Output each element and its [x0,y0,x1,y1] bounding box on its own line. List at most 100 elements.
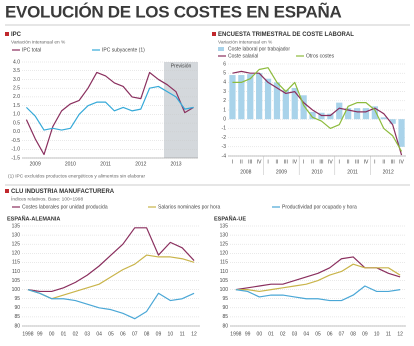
legend-label: IPC subyacente (1) [102,47,145,53]
bar [282,89,289,120]
y-tick-label: -4 [222,153,227,159]
y-tick-label: 85 [222,314,228,320]
y-tick-label: 2.5 [13,86,20,92]
series-line [235,263,401,293]
x-tick-label: 04 [96,331,102,337]
x-tick-label: 09 [362,331,368,337]
bar [336,102,343,120]
x-tick-label: II [382,159,385,165]
panel-title: ESPAÑA-UE [214,215,246,222]
x-tick-label: 2011 [100,161,111,167]
y-tick-label: 3.0 [13,77,20,83]
x-tick-label: 10 [168,331,174,337]
x-tick-label: 2010 [65,161,76,167]
x-tick-label: 02 [73,331,79,337]
x-tick-label: IV [257,159,262,165]
y-tick-label: 6 [223,61,226,67]
x-tick-label: 05 [315,331,321,337]
y-tick-label: 135 [12,223,21,229]
y-tick-label: 2.0 [13,94,20,100]
y-tick-label: 0.5 [13,120,20,126]
bar [371,106,378,120]
y-tick-label: 105 [220,278,229,284]
bar [247,74,254,120]
x-tick-label: II [240,159,243,165]
y-tick-label: 0.0 [13,129,20,135]
x-tick-label: 06 [120,331,126,337]
x-tick-label: I [232,159,233,165]
x-tick-label: II [276,159,279,165]
y-tick-label: 130 [12,232,21,238]
forecast-band [164,62,198,158]
x-tick-label: III [391,159,395,165]
y-tick-label: 90 [222,305,228,311]
y-tick-label: 80 [14,323,20,329]
y-tick-label: 0 [223,117,226,123]
bar [327,113,334,120]
footnote: (1) IPC excluidos productos energéticos … [8,173,145,179]
x-tick-label: I [374,159,375,165]
legend-label: IPC total [22,47,41,53]
x-tick-label: 11 [386,331,391,337]
x-tick-label: II [311,159,314,165]
y-tick-label: -0.5 [11,138,20,144]
x-tick-label: 2013 [170,161,181,167]
x-tick-label: 1998 [230,331,241,337]
y-tick-label: 80 [222,323,228,329]
legend-label: Productividad por ocupado y hora [282,204,357,210]
y-tick-label: 125 [220,242,229,248]
x-tick-label: III [319,159,323,165]
y-tick-label: 4 [223,80,226,86]
x-tick-label: 00 [257,331,263,337]
bar [398,119,405,147]
chart-title: IPC [11,32,22,38]
title-marker [5,189,9,193]
x-tick-label: III [284,159,288,165]
x-tick-label: 05 [108,331,114,337]
x-tick-label: 06 [327,331,333,337]
legend-swatch [218,47,224,51]
bar [256,73,263,120]
year-label: 2011 [347,169,358,175]
bar [345,108,352,120]
y-tick-label: 3 [223,89,226,95]
bar [264,78,272,120]
x-tick-label: III [248,159,252,165]
chart-title: ENCUESTA TRIMESTRAL DE COSTE LABORAL [218,32,354,38]
chart-title: CLU INDUSTRIA MANUFACTURERA [11,189,115,195]
y-tick-label: 100 [220,287,229,293]
legend-label: Coste laboral por trabajador [228,46,290,52]
bar [389,119,396,124]
y-tick-label: 85 [14,314,20,320]
page-title: EVOLUCIÓN DE LOS COSTES EN ESPAÑA [5,1,341,21]
year-label: 2008 [240,169,251,175]
year-label: 2009 [276,169,287,175]
x-tick-label: IV [292,159,297,165]
x-tick-label: 10 [374,331,380,337]
legend-label: Costes laborales por unidad producida [22,204,108,210]
y-tick-label: 120 [12,251,21,257]
y-tick-label: 105 [12,278,21,284]
y-tick-label: -1.0 [11,147,20,153]
x-tick-label: 01 [268,331,274,337]
y-tick-label: 5 [223,71,226,77]
series-line [27,227,195,293]
x-tick-label: III [355,159,359,165]
series-line [27,254,195,300]
title-marker [212,32,216,36]
bar [291,87,298,120]
legend-label: Otros costes [306,53,335,59]
y-tick-label: 110 [12,269,20,275]
panel-title: ESPAÑA-ALEMANIA [7,215,60,222]
legend-label: Salarios nominales por hora [158,204,220,210]
y-tick-label: 95 [14,296,20,302]
x-tick-label: 02 [280,331,286,337]
legend-label: Coste salarial [228,53,258,59]
series-line [27,289,195,320]
bar [229,75,236,120]
x-tick-label: 12 [191,331,197,337]
y-tick-label: 110 [220,269,228,275]
x-tick-label: 1998 [22,331,33,337]
y-tick-label: 2 [223,98,226,104]
